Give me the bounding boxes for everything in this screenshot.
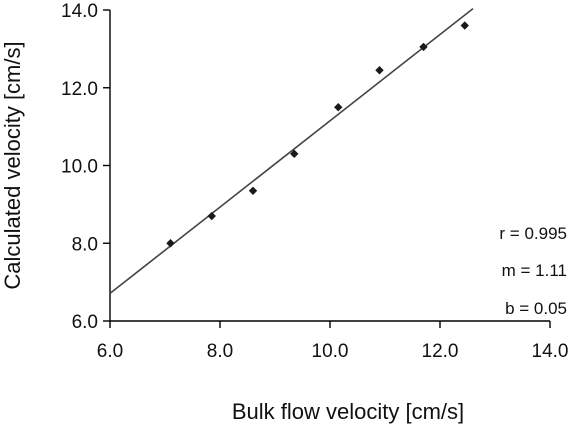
axes <box>109 10 550 322</box>
ticks: 6.0 8.0 10.0 12.0 14.0 6.0 8.0 10.0 12.0 14.0 <box>61 1 568 362</box>
slope-label: m = 1.11 <box>502 261 567 280</box>
data-point <box>207 211 216 221</box>
data-point <box>166 239 175 248</box>
y-tick-label: 10.0 <box>61 157 98 178</box>
data-point <box>334 102 343 112</box>
regression-line <box>109 7 474 295</box>
data-point <box>248 186 258 195</box>
x-axis-title: Bulk flow velocity [cm/s] <box>232 399 464 424</box>
y-tick-label: 12.0 <box>61 79 98 100</box>
y-axis-title: Calculated velocity [cm/s] <box>0 41 25 289</box>
x-tick-label: 12.0 <box>422 341 459 362</box>
y-tick-label: 8.0 <box>72 234 98 255</box>
r-value-label: r = 0.995 <box>499 224 567 243</box>
data-point <box>290 149 299 159</box>
data-point <box>375 66 384 75</box>
data-points <box>166 21 469 248</box>
x-tick-label: 10.0 <box>312 341 349 362</box>
data-point <box>460 21 469 30</box>
data-point <box>419 42 428 52</box>
x-tick-label: 8.0 <box>207 341 233 362</box>
y-tick-label: 6.0 <box>72 312 98 333</box>
y-tick-label: 14.0 <box>61 1 98 22</box>
x-tick-label: 14.0 <box>532 341 569 362</box>
intercept-label: b = 0.05 <box>505 299 567 318</box>
x-tick-label: 6.0 <box>97 341 123 362</box>
